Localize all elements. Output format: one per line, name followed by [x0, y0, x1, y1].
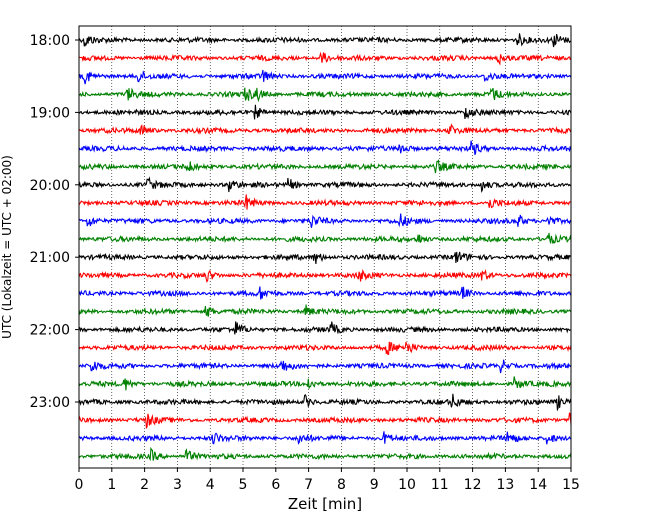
y-tick-label: 18:00 [30, 33, 70, 49]
trace-2130 [78, 286, 572, 300]
trace-2000 [78, 176, 572, 194]
x-tick-label: 7 [304, 477, 313, 493]
trace-2330 [78, 431, 572, 445]
y-axis-label: UTC (Lokalzeit = UTC + 02:00) [0, 155, 14, 339]
y-tick-label: 23:00 [30, 395, 70, 411]
trace-1930 [78, 140, 572, 155]
trace-1800 [78, 33, 571, 48]
trace-2315 [78, 412, 572, 430]
trace-1815 [78, 51, 572, 66]
x-tick-label: 14 [529, 477, 547, 493]
plot-background [79, 26, 571, 468]
trace-2015 [78, 194, 572, 210]
traces [78, 33, 572, 462]
x-tick-label: 9 [370, 477, 379, 493]
y-tick-label: 20:00 [30, 178, 70, 194]
x-tick-label: 13 [496, 477, 514, 493]
x-tick-label: 0 [75, 477, 84, 493]
trace-2030 [78, 213, 572, 228]
trace-2100 [78, 251, 572, 264]
x-tick-label: 5 [239, 477, 248, 493]
y-axis: 18:00 19:00 20:00 21:00 22:00 23:00 [30, 33, 79, 411]
x-axis: 0 1 2 3 4 5 6 7 8 9 10 11 12 13 14 15 [75, 468, 580, 493]
trace-2300 [78, 393, 572, 412]
trace-1945 [78, 159, 572, 174]
x-tick-label: 15 [562, 477, 580, 493]
x-tick-label: 12 [464, 477, 482, 493]
x-tick-label: 4 [206, 477, 215, 493]
trace-2115 [78, 268, 572, 283]
y-tick-label: 22:00 [30, 323, 70, 339]
x-axis-label: Zeit [min] [288, 495, 362, 513]
x-tick-label: 2 [140, 477, 149, 493]
trace-1900 [78, 104, 572, 120]
x-tick-label: 8 [337, 477, 346, 493]
trace-2145 [78, 304, 572, 317]
trace-2200 [78, 321, 572, 335]
x-tick-label: 6 [271, 477, 280, 493]
trace-2215 [78, 341, 572, 356]
x-tick-label: 3 [173, 477, 182, 493]
plot-frame [78, 25, 572, 469]
y-tick-label: 21:00 [30, 250, 70, 266]
trace-1845 [78, 87, 572, 103]
trace-2245 [78, 376, 572, 391]
x-tick-label: 11 [431, 477, 449, 493]
trace-1830 [78, 69, 572, 85]
trace-2345 [78, 446, 572, 462]
x-tick-label: 10 [398, 477, 416, 493]
trace-2230 [78, 359, 572, 374]
trace-1915 [78, 123, 572, 135]
y-tick-label: 19:00 [30, 105, 70, 121]
trace-2045 [78, 232, 572, 244]
x-tick-label: 1 [107, 477, 116, 493]
